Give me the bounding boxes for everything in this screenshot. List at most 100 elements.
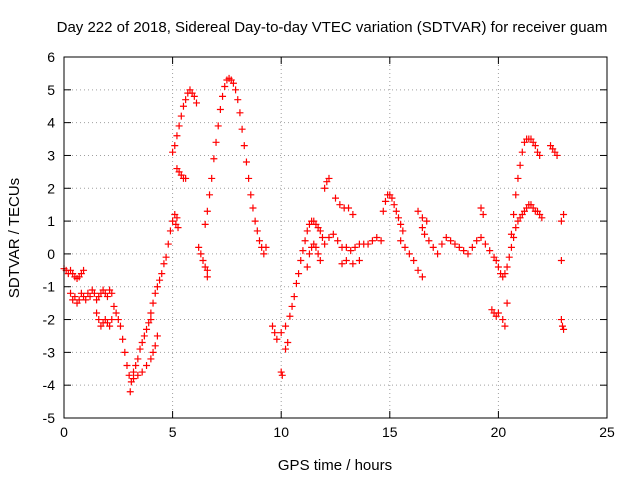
data-point — [75, 296, 83, 304]
data-point — [147, 355, 155, 363]
data-point — [379, 207, 387, 215]
data-point — [229, 79, 237, 87]
data-point — [538, 214, 546, 222]
data-point — [351, 243, 359, 251]
data-point — [214, 122, 222, 130]
data-point — [481, 240, 489, 248]
data-point — [303, 227, 311, 235]
data-point — [245, 174, 253, 182]
data-point — [423, 217, 431, 225]
data-point — [174, 224, 182, 232]
data-point — [512, 224, 520, 232]
data-point — [477, 204, 485, 212]
data-point — [147, 316, 155, 324]
data-point — [190, 92, 198, 100]
data-point — [560, 325, 568, 333]
data-point — [216, 106, 224, 114]
data-point — [134, 355, 142, 363]
data-point — [321, 240, 329, 248]
x-axis-label: GPS time / hours — [278, 457, 392, 474]
data-point — [438, 240, 446, 248]
y-axis-label: SDTVAR / TECUs — [6, 178, 23, 298]
data-point — [90, 289, 98, 297]
data-point — [173, 214, 181, 222]
data-point — [171, 142, 179, 150]
data-point — [143, 361, 151, 369]
data-point — [255, 237, 263, 245]
data-point — [273, 335, 281, 343]
data-point — [442, 234, 450, 241]
data-point — [390, 201, 398, 209]
data-point — [479, 211, 487, 219]
data-point — [173, 132, 181, 140]
data-point — [151, 342, 159, 350]
data-point — [364, 240, 372, 248]
data-point — [106, 322, 114, 330]
data-point — [269, 322, 277, 330]
data-point — [277, 368, 285, 376]
data-point — [175, 122, 183, 130]
data-point — [494, 309, 502, 317]
x-tick-label: 0 — [60, 424, 68, 440]
data-point — [236, 109, 244, 117]
data-point — [388, 194, 396, 202]
data-point — [377, 237, 385, 245]
data-point — [203, 207, 211, 215]
data-point — [130, 375, 138, 383]
data-point — [510, 211, 518, 219]
data-point — [316, 256, 324, 264]
data-point — [512, 191, 520, 199]
y-tick-label: 1 — [47, 213, 55, 229]
data-point — [499, 316, 507, 324]
data-point — [162, 253, 170, 261]
data-point — [169, 217, 177, 225]
y-tick-label: 0 — [47, 246, 55, 262]
data-point — [507, 230, 515, 238]
data-point — [536, 151, 544, 159]
data-point — [421, 230, 429, 238]
data-point — [153, 332, 161, 340]
data-point — [123, 361, 131, 369]
data-point — [338, 260, 346, 268]
y-tick-label: -4 — [43, 377, 56, 393]
data-point — [147, 309, 155, 317]
data-point — [67, 289, 75, 297]
data-point — [503, 299, 511, 307]
data-point — [345, 204, 353, 212]
data-point — [557, 217, 565, 225]
data-point — [143, 325, 151, 333]
data-point — [149, 299, 157, 307]
data-point — [297, 256, 305, 264]
x-tick-label: 15 — [382, 424, 398, 440]
data-point — [397, 237, 405, 245]
data-point — [108, 289, 116, 297]
data-point — [195, 243, 203, 251]
data-point — [119, 335, 127, 343]
data-point — [503, 263, 511, 271]
data-point — [282, 322, 290, 330]
data-point — [114, 316, 122, 324]
data-point — [260, 250, 268, 258]
data-point — [342, 243, 350, 251]
data-point — [132, 361, 140, 369]
x-tick-label: 20 — [491, 424, 507, 440]
data-point — [558, 322, 566, 330]
data-point — [451, 240, 459, 248]
data-point — [447, 237, 455, 245]
data-point — [305, 250, 313, 258]
data-point — [286, 312, 294, 320]
data-point — [199, 256, 207, 264]
data-point — [103, 293, 111, 301]
data-point — [93, 309, 101, 317]
data-point — [334, 237, 342, 245]
data-point — [464, 250, 472, 258]
data-point — [210, 155, 218, 163]
data-point — [492, 256, 500, 264]
data-point — [557, 316, 565, 324]
data-point — [80, 266, 88, 274]
data-point — [160, 260, 168, 268]
data-point — [560, 211, 568, 219]
data-point — [212, 138, 220, 146]
